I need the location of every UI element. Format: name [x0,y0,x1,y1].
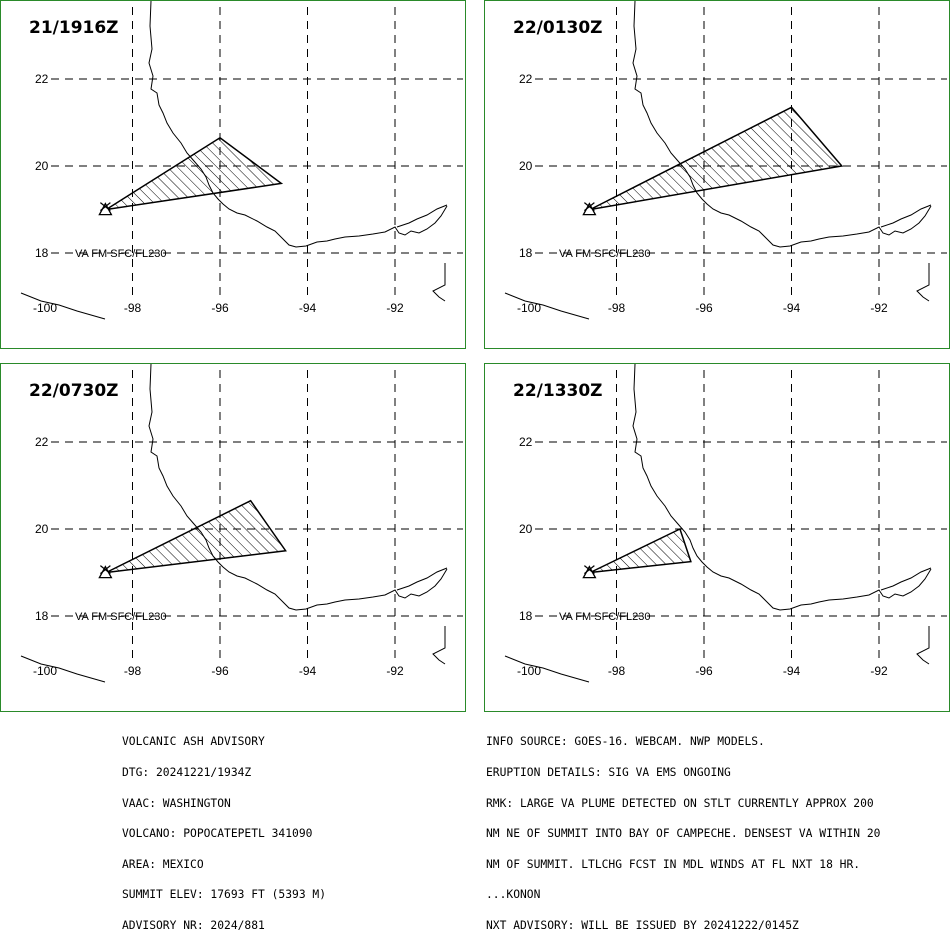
advisory-remarks-1: RMK: LARGE VA PLUME DETECTED ON STLT CUR… [486,796,874,810]
volcano-icon [98,202,113,216]
coastline [432,263,446,302]
forecast-panel-1: 22 20 18 -100 -98 -96 -94 -92 VA FM SFC/FL230 21… [0,0,466,349]
flight-level-label: VA FM SFC/FL230 [559,248,651,260]
lon-tick-label: -94 [299,301,317,315]
lat-tick-label: 22 [35,435,49,449]
flight-level-label: VA FM SFC/FL230 [75,611,167,623]
coastline [20,655,106,683]
ash-cloud-polygon [105,499,287,574]
flight-level-label: VA FM SFC/FL230 [559,611,651,623]
coastline [880,204,932,228]
ash-map-3: 22 20 18 -100 -98 -96 -94 -92 VA FM SFC/FL230 [20,364,463,683]
lon-tick-label: -96 [695,301,713,315]
lon-tick-label: -96 [695,664,713,678]
lon-tick-label: -92 [870,664,888,678]
coastline [916,263,930,302]
panel-time-label: 22/0130Z [513,18,603,38]
coastline [432,626,446,665]
forecast-panel-2: 22 20 18 -100 -98 -96 -94 -92 VA FM SFC/FL230 22… [484,0,950,349]
lon-tick-label: -96 [211,664,229,678]
ash-map-2: 22 20 18 -100 -98 -96 -94 -92 VA FM SFC/FL230 [504,1,947,320]
panel-time-label: 22/0730Z [29,381,119,401]
coastline [148,364,448,611]
lon-tick-label: -98 [608,301,626,315]
advisory-dtg: DTG: 20241221/1934Z [122,766,252,779]
advisory-info-source: INFO SOURCE: GOES-16. WEBCAM. NWP MODELS… [486,735,765,749]
lon-tick-label: -100 [517,664,541,678]
lon-tick-label: -98 [124,301,142,315]
advisory-number: ADVISORY NR: 2024/881 [122,918,265,932]
ash-cloud-polygon [589,106,844,211]
lat-tick-label: 20 [35,522,49,536]
lat-tick-label: 20 [519,522,533,536]
lon-tick-label: -92 [386,301,404,315]
advisory-header: VOLCANIC ASH ADVISORY DTG: 20241221/1934… [122,717,326,941]
lon-tick-label: -100 [33,301,57,315]
lon-tick-label: -96 [211,301,229,315]
coastline [632,364,932,611]
lon-tick-label: -98 [608,664,626,678]
lat-tick-label: 18 [519,609,533,623]
lat-tick-label: 18 [35,246,49,260]
lat-tick-label: 18 [519,246,533,260]
flight-level-label: VA FM SFC/FL230 [75,248,167,260]
lon-tick-label: -100 [517,301,541,315]
lon-tick-label: -94 [299,664,317,678]
ash-map-1: 22 20 18 -100 -98 -96 -94 -92 VA FM SFC/FL230 [20,1,463,320]
volcano-icon [582,565,597,579]
lon-tick-label: -94 [783,301,801,315]
advisory-details: INFO SOURCE: GOES-16. WEBCAM. NWP MODELS… [486,717,880,941]
coastline [916,626,930,665]
forecast-panel-3: 22 20 18 -100 -98 -96 -94 -92 VA FM SFC/FL230 22… [0,363,466,712]
coastline [504,292,590,320]
coastline [396,204,448,228]
coastline [504,655,590,683]
advisory-summit-elev: SUMMIT ELEV: 17693 FT (5393 M) [122,888,327,902]
lat-tick-label: 20 [519,159,533,173]
volcano-icon [582,202,597,216]
panel-time-label: 21/1916Z [29,18,119,38]
panel-time-label: 22/1330Z [513,381,603,401]
coastline [20,292,106,320]
advisory-remarks-3: NM OF SUMMIT. LTLCHG FCST IN MDL WINDS A… [486,857,861,871]
advisory-forecaster: ...KONON [486,888,541,902]
advisory-area: AREA: MEXICO [122,857,204,871]
lat-tick-label: 18 [35,609,49,623]
forecast-panel-4: 22 20 18 -100 -98 -96 -94 -92 VA FM SFC/FL230 22… [484,363,950,712]
ash-cloud-polygon [589,527,692,574]
lon-tick-label: -94 [783,664,801,678]
advisory-vaac: VAAC: WASHINGTON [122,796,231,810]
coastline [396,567,448,591]
lat-tick-label: 20 [35,159,49,173]
lon-tick-label: -92 [870,301,888,315]
ash-cloud-polygon [105,136,284,211]
advisory-remarks-2: NM NE OF SUMMIT INTO BAY OF CAMPECHE. DE… [486,827,881,841]
advisory-title: VOLCANIC ASH ADVISORY [122,735,265,749]
coastline [880,567,932,591]
advisory-eruption-details: ERUPTION DETAILS: SIG VA EMS ONGOING [486,766,731,779]
lat-tick-label: 22 [519,435,533,449]
lat-tick-label: 22 [519,72,533,86]
coastline [632,1,932,248]
volcano-icon [98,565,113,579]
advisory-next: NXT ADVISORY: WILL BE ISSUED BY 20241222… [486,918,799,932]
lat-tick-label: 22 [35,72,49,86]
coastline [148,1,448,248]
lon-tick-label: -98 [124,664,142,678]
lon-tick-label: -100 [33,664,57,678]
lon-tick-label: -92 [386,664,404,678]
ash-map-4: 22 20 18 -100 -98 -96 -94 -92 VA FM SFC/FL230 [504,364,947,683]
advisory-volcano: VOLCANO: POPOCATEPETL 341090 [122,827,313,841]
